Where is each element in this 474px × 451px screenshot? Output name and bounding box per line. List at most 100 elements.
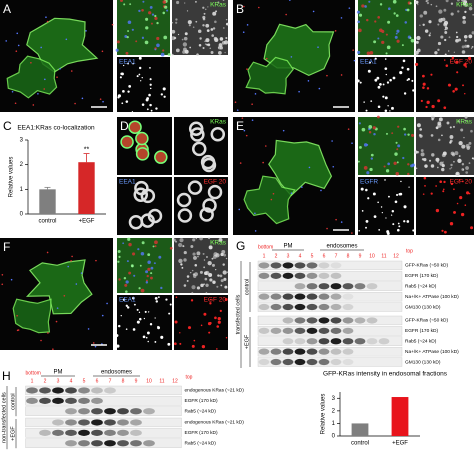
spot [147, 267, 151, 272]
band [65, 419, 77, 426]
spot [209, 47, 212, 50]
band [294, 262, 306, 269]
spot [426, 1, 430, 5]
spot [437, 99, 441, 103]
band [258, 272, 270, 279]
spot [16, 329, 19, 332]
band [294, 338, 306, 345]
spot [442, 161, 444, 163]
spot [132, 296, 135, 300]
spot [290, 56, 293, 58]
spot [441, 134, 443, 137]
spot [211, 257, 214, 260]
spot [441, 153, 446, 158]
spot [142, 0, 145, 3]
spot [449, 168, 451, 170]
spot [369, 167, 373, 172]
band [26, 397, 38, 404]
spot [191, 291, 194, 294]
spot [379, 83, 382, 86]
band [330, 338, 342, 345]
band [78, 419, 90, 426]
spot [452, 89, 455, 93]
spot [387, 20, 391, 24]
spot [138, 311, 141, 314]
gel-strip [257, 260, 403, 271]
panel-letter: A [3, 2, 11, 16]
vesicle [202, 198, 217, 213]
spot [438, 9, 443, 14]
gel-strip [257, 326, 403, 336]
band [318, 303, 330, 311]
spot [136, 75, 139, 78]
band [143, 408, 155, 415]
spot [177, 242, 183, 248]
spot [406, 79, 409, 81]
spot [67, 265, 70, 268]
spot [444, 31, 448, 34]
spot [217, 1, 220, 4]
spot [198, 43, 202, 47]
band [306, 338, 318, 345]
band-label: EGFR (170 kD) [185, 398, 218, 404]
micrograph [115, 295, 172, 350]
spot [463, 63, 467, 67]
spot [47, 332, 49, 334]
spot [136, 308, 139, 311]
spot [272, 192, 275, 195]
fraction-number: 1 [31, 378, 34, 384]
band [330, 293, 342, 300]
spot [458, 155, 461, 158]
spot [464, 204, 467, 207]
band [294, 272, 306, 279]
fraction-number: 9 [359, 253, 362, 259]
band [78, 397, 90, 404]
spot [453, 188, 455, 191]
spot [204, 277, 208, 281]
y-tick-label: 1 [332, 421, 336, 427]
spot [397, 222, 400, 225]
spot [87, 328, 90, 330]
spot [387, 105, 389, 107]
band [306, 283, 318, 290]
spot [208, 331, 211, 334]
spot [358, 13, 363, 17]
spot [149, 87, 152, 90]
spot [194, 272, 198, 277]
spot [189, 46, 192, 49]
fraction-number: 6 [323, 253, 326, 259]
spot [145, 98, 149, 102]
spot [219, 309, 222, 312]
spot [142, 335, 146, 339]
spot [463, 35, 468, 39]
spot [140, 80, 142, 82]
spot [182, 50, 186, 54]
band [294, 358, 306, 366]
spot [44, 78, 46, 81]
band [104, 440, 116, 447]
spot [145, 26, 149, 30]
spot [11, 90, 14, 93]
micrograph-bg [416, 177, 474, 235]
band [258, 262, 270, 269]
condition: +EGF [10, 426, 16, 441]
band [117, 440, 129, 447]
channel-label: KRas [210, 240, 227, 247]
spot [422, 193, 425, 195]
spot [204, 40, 206, 43]
spot [387, 7, 391, 11]
spot [424, 29, 429, 33]
spot [422, 82, 426, 86]
band [52, 387, 64, 394]
spot [150, 266, 154, 270]
spot [131, 111, 134, 113]
spot [385, 169, 390, 173]
micrograph [415, 56, 474, 112]
spot [347, 128, 350, 130]
band-label: EGFR (170 kD) [405, 328, 438, 334]
fraction-number: 11 [159, 378, 164, 384]
spot [464, 3, 468, 7]
spot [162, 11, 166, 15]
spot [81, 97, 84, 100]
spot [143, 317, 146, 320]
